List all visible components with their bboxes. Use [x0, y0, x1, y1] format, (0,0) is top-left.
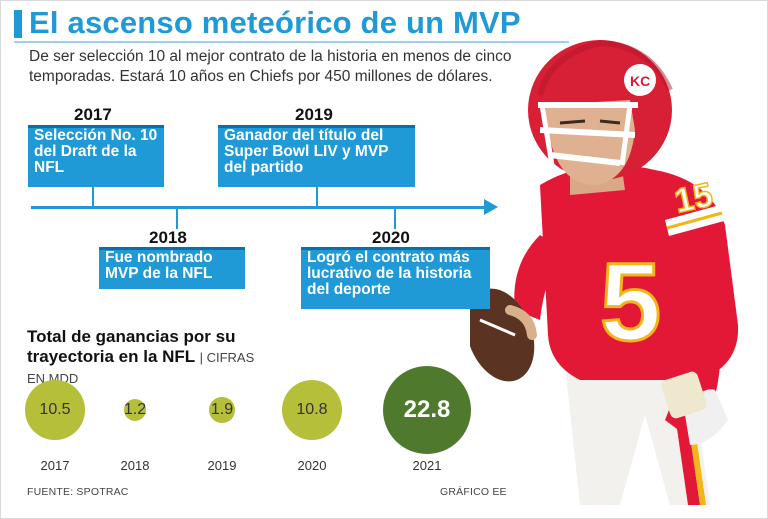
earnings-value-2020: 10.8 [296, 400, 328, 418]
timeline-tick-2017 [92, 187, 94, 207]
earnings-value-2021: 22.8 [403, 396, 451, 423]
earnings-bubble-2017: 10.5 [25, 380, 85, 440]
timeline-tick-2019 [316, 187, 318, 207]
source-note: FUENTE: SPOTRAC [27, 486, 129, 498]
earnings-year-2017: 2017 [40, 458, 70, 473]
earnings-bubble-2018: 1.2 [124, 399, 146, 421]
earnings-value-2018: 1.2 [123, 401, 147, 418]
earnings-bubble-2019: 1.9 [209, 397, 235, 423]
earnings-year-2020: 2020 [297, 458, 327, 473]
svg-text:KC: KC [630, 73, 650, 89]
player-illustration: 5 15 KC [470, 39, 739, 505]
timeline-year-2019: 2019 [295, 105, 333, 124]
subtitle: De ser selección 10 al mejor contrato de… [29, 48, 512, 85]
earnings-value-2019: 1.9 [210, 400, 234, 418]
title-accent-bar [14, 10, 22, 38]
timeline-event-2018: Fue nombrado MVP de la NFL [99, 247, 245, 289]
earnings-bubble-2021: 22.8 [383, 366, 471, 454]
timeline-arrow [484, 199, 498, 215]
earnings-value-2017: 10.5 [39, 400, 71, 418]
earnings-title: Total de ganancias por su trayectoria en… [27, 327, 267, 389]
timeline-event-2019: Ganador del título del Super Bowl LIV y … [218, 125, 415, 187]
timeline-axis [31, 206, 486, 209]
earnings-year-2021: 2021 [412, 458, 442, 473]
title-divider [14, 41, 569, 43]
page-title: El ascenso meteórico de un MVP [29, 5, 521, 40]
svg-text:5: 5 [600, 241, 661, 364]
timeline-event-2020: Logró el contrato más lucrativo de la hi… [301, 247, 490, 309]
timeline-tick-2018 [176, 209, 178, 229]
timeline-year-2017: 2017 [74, 105, 112, 124]
earnings-title-text: Total de ganancias por su trayectoria en… [27, 327, 236, 366]
timeline-year-2018: 2018 [149, 228, 187, 247]
earnings-year-2019: 2019 [207, 458, 237, 473]
timeline-year-2020: 2020 [372, 228, 410, 247]
earnings-year-2018: 2018 [120, 458, 150, 473]
timeline-event-2017: Selección No. 10 del Draft de la NFL [28, 125, 164, 187]
credit-note: GRÁFICO EE [440, 486, 507, 498]
earnings-bubble-2020: 10.8 [281, 379, 343, 441]
timeline-tick-2020 [394, 209, 396, 229]
